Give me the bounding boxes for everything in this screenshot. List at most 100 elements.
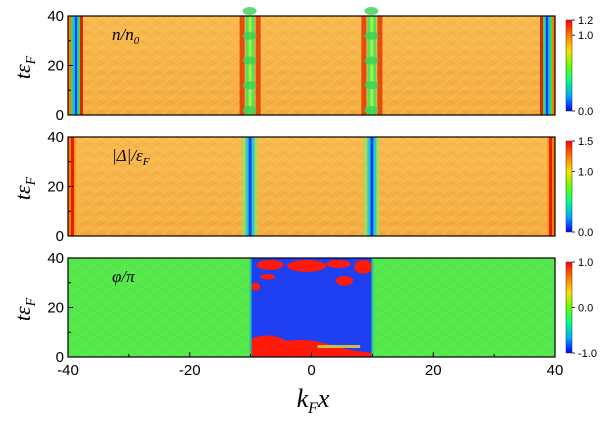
- phase-jump-region: [249, 258, 374, 357]
- heatmap-band: [68, 95, 555, 101]
- heatmap-band: [68, 65, 555, 71]
- y-axis-label-sub: F: [24, 297, 39, 307]
- phase-red-base: [250, 335, 373, 357]
- colorbar-tick-label: 1.0: [578, 30, 593, 42]
- left-edge-stripe: [78, 16, 80, 115]
- colorbar-tick-label: 0.0: [578, 227, 593, 239]
- dip-bulge: [242, 81, 257, 90]
- y-tick-label: 0: [56, 228, 64, 245]
- dip-bulge: [364, 81, 379, 90]
- dip-bulge: [242, 106, 257, 115]
- phase-red-blob: [250, 282, 261, 291]
- right-edge-stripe: [552, 16, 555, 115]
- colorbar-tick-label: 1.5: [578, 136, 593, 148]
- heatmap-band: [68, 35, 555, 41]
- heatmap-band: [68, 156, 555, 162]
- heatmap-band: [68, 55, 555, 61]
- dip-flank: [255, 16, 261, 115]
- heatmap-band: [68, 226, 555, 232]
- x-tick-label: 0: [307, 362, 315, 379]
- y-tick-label: 20: [47, 179, 64, 196]
- dip-center: [370, 16, 374, 115]
- dip-bulge: [364, 7, 379, 16]
- phase-red-blob: [354, 259, 373, 274]
- colorbar-gradient: [565, 19, 573, 112]
- y-axis-label-main: tε: [10, 64, 35, 79]
- heatmap-band: [68, 25, 555, 31]
- colorbar-tick-label: 1.2: [578, 15, 593, 27]
- dip-flank: [361, 16, 367, 115]
- phase-red-blob: [260, 273, 275, 280]
- x-axis-label-main: k: [297, 384, 309, 413]
- heatmap-band: [68, 206, 555, 212]
- dip-bulge: [364, 106, 379, 115]
- dip-bulge: [364, 31, 379, 40]
- heatmap-band: [68, 196, 555, 202]
- x-tick-label: 40: [547, 362, 564, 379]
- panel-label-main: n/n: [112, 25, 134, 44]
- heatmap-band: [68, 176, 555, 182]
- panel-label: φ/π: [112, 267, 135, 286]
- phase-red-blob: [335, 275, 353, 286]
- dip-bulge: [364, 56, 379, 65]
- right-edge-stripe: [545, 16, 546, 115]
- colorbar: 1.0 0.0 -1.0: [565, 257, 597, 360]
- dip-center: [370, 137, 374, 236]
- colorbar-tick-label: -1.0: [578, 348, 597, 360]
- heatmap-band: [68, 216, 555, 222]
- y-axis-label: tεF: [10, 297, 39, 321]
- phase-mixed-band: [317, 345, 361, 348]
- x-axis: -40 -20 0 20 40: [57, 352, 563, 379]
- colorbar-tick-label: 1.0: [578, 166, 593, 178]
- colorbar-gradient: [565, 140, 573, 233]
- y-axis-label-sub: F: [24, 55, 39, 65]
- x-tick-label: 20: [425, 362, 442, 379]
- y-axis-label-main: tε: [10, 185, 35, 200]
- x-axis-label-tail: x: [317, 384, 330, 413]
- y-axis-label-sub: F: [24, 176, 39, 186]
- left-edge-stripe: [80, 16, 83, 115]
- x-tick-label: -40: [57, 362, 79, 379]
- heatmap-band: [68, 85, 555, 91]
- colorbar-gradient: [565, 261, 573, 354]
- left-edge-stripe: [75, 16, 77, 115]
- y-axis-label: tεF: [10, 176, 39, 200]
- right-edge-stripe: [540, 16, 543, 115]
- y-tick-label: 0: [56, 107, 64, 124]
- heatmap-band: [68, 186, 555, 192]
- dip-bulge: [242, 56, 257, 65]
- y-tick-label: 20: [47, 58, 64, 75]
- heatmap-band: [68, 75, 555, 81]
- y-tick-label: 40: [47, 8, 64, 25]
- panel-label-sub: F: [142, 156, 150, 168]
- right-edge-stripe: [543, 16, 545, 115]
- heatmap-band: [68, 146, 555, 152]
- panel-label-main: |Δ|/ε: [112, 146, 143, 165]
- dip-flank: [239, 16, 245, 115]
- right-edge-stripe: [550, 16, 552, 115]
- y-axis-label-main: tε: [10, 306, 35, 321]
- colorbar: 1.5 1.0 0.0: [565, 136, 593, 239]
- right-edge-stripe: [549, 137, 552, 236]
- dip-bulge: [242, 31, 257, 40]
- y-tick-label: 20: [47, 300, 64, 317]
- y-tick-label: 40: [47, 250, 64, 267]
- heatmap-band: [68, 137, 555, 142]
- soliton-dip-2: [363, 137, 380, 236]
- y-tick-label: 40: [47, 129, 64, 146]
- y-axis-label: tεF: [10, 55, 39, 79]
- phase-rim: [249, 258, 252, 357]
- right-edge-stripe: [547, 137, 549, 236]
- phase-red-blob: [287, 259, 327, 272]
- left-edge-stripe: [77, 16, 78, 115]
- heatmap-ripples: [68, 16, 555, 115]
- panels: 02040tεFn/n01.21.00.002040tεF|Δ|/εF1.51.…: [10, 7, 597, 366]
- soliton-dip-1: [239, 7, 261, 115]
- heatmap-band: [68, 16, 555, 21]
- x-tick-label: -20: [179, 362, 201, 379]
- y-tick-label: 0: [56, 349, 64, 366]
